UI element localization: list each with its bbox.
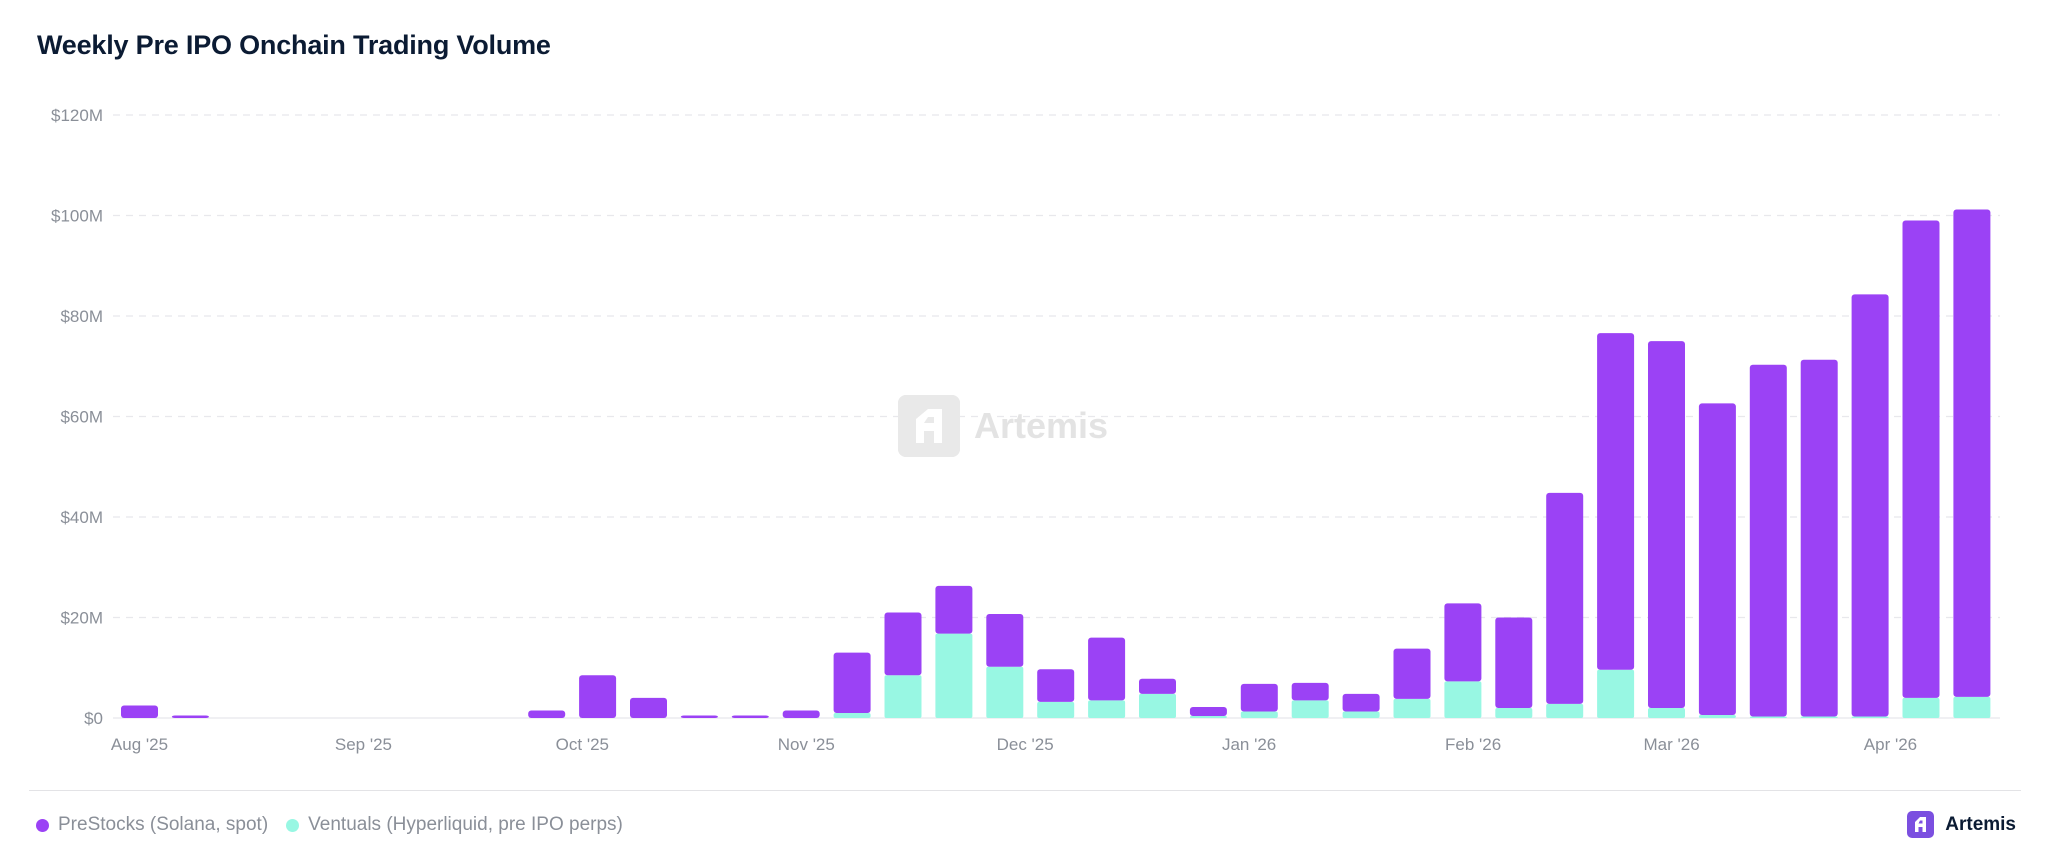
- bar-ventuals[interactable]: [1800, 716, 1838, 718]
- bar-ventuals[interactable]: [986, 666, 1024, 718]
- bar-prestocks[interactable]: [680, 715, 718, 718]
- bar-prestocks[interactable]: [579, 675, 617, 718]
- bar-prestocks[interactable]: [1851, 294, 1889, 717]
- bar-ventuals[interactable]: [833, 712, 871, 718]
- bar-prestocks[interactable]: [731, 715, 769, 718]
- bar-prestocks[interactable]: [1342, 693, 1380, 712]
- legend-dot-ventuals: [286, 818, 300, 832]
- bar-prestocks[interactable]: [1189, 706, 1227, 716]
- y-tick-label: $80M: [60, 307, 103, 326]
- artemis-logo-icon: [1907, 811, 1935, 838]
- x-tick-label: Dec '25: [997, 735, 1054, 754]
- bar-prestocks[interactable]: [1240, 683, 1278, 712]
- bar-prestocks[interactable]: [833, 652, 871, 713]
- bar-prestocks[interactable]: [1698, 403, 1736, 715]
- legend-divider: [29, 790, 2021, 791]
- bar-ventuals[interactable]: [1749, 716, 1787, 718]
- bars: [121, 209, 1991, 718]
- bar-prestocks[interactable]: [1597, 333, 1635, 670]
- legend-label: PreStocks (Solana, spot): [58, 814, 269, 835]
- chart: $0 $20M $40M $60M $80M $100M $120M Aug '25 Sep …: [51, 106, 2000, 754]
- bar-prestocks[interactable]: [1393, 648, 1431, 699]
- bar-prestocks[interactable]: [1902, 220, 1940, 698]
- bar-prestocks[interactable]: [1139, 678, 1176, 694]
- x-tick-label: Apr '26: [1864, 735, 1917, 754]
- bar-ventuals[interactable]: [1291, 700, 1329, 718]
- bar-ventuals[interactable]: [1495, 707, 1533, 718]
- bar-prestocks[interactable]: [935, 585, 973, 634]
- brand-text: Artemis: [1945, 813, 2016, 835]
- bar-ventuals[interactable]: [1240, 711, 1278, 718]
- y-tick-label: $120M: [51, 106, 103, 125]
- bar-prestocks[interactable]: [782, 710, 820, 718]
- bar-ventuals[interactable]: [1902, 697, 1940, 718]
- bar-ventuals[interactable]: [1851, 716, 1889, 718]
- bar-ventuals[interactable]: [1189, 715, 1227, 718]
- bar-prestocks[interactable]: [171, 715, 209, 718]
- bar-ventuals[interactable]: [884, 675, 922, 718]
- y-tick-label: $40M: [60, 508, 103, 527]
- chart-title: Weekly Pre IPO Onchain Trading Volume: [37, 30, 551, 60]
- x-axis-ticks: Aug '25 Sep '25 Oct '25 Nov '25 Dec '25 Jan '…: [111, 735, 1917, 754]
- bar-prestocks[interactable]: [121, 705, 158, 718]
- bar-prestocks[interactable]: [1546, 492, 1584, 704]
- bar-prestocks[interactable]: [1648, 341, 1685, 708]
- y-tick-label: $20M: [60, 609, 103, 628]
- x-tick-label: Aug '25: [111, 735, 168, 754]
- bar-ventuals[interactable]: [1953, 696, 1991, 718]
- bar-prestocks[interactable]: [630, 697, 667, 718]
- bar-prestocks[interactable]: [884, 612, 922, 676]
- legend-item-prestocks[interactable]: PreStocks (Solana, spot): [36, 814, 268, 836]
- brand[interactable]: Artemis: [1907, 811, 2016, 838]
- bar-prestocks[interactable]: [1749, 364, 1787, 717]
- bar-prestocks[interactable]: [1444, 603, 1482, 682]
- x-tick-label: Feb '26: [1445, 735, 1501, 754]
- x-tick-label: Nov '25: [778, 735, 835, 754]
- bar-ventuals[interactable]: [1037, 701, 1075, 718]
- bar-ventuals[interactable]: [1444, 681, 1482, 718]
- watermark-text: Artemis: [974, 405, 1109, 446]
- bar-ventuals[interactable]: [1342, 711, 1380, 718]
- x-tick-label: Sep '25: [335, 735, 392, 754]
- legend-label: Ventuals (Hyperliquid, pre IPO perps): [308, 814, 623, 835]
- x-tick-label: Jan '26: [1222, 735, 1276, 754]
- bar-ventuals[interactable]: [1698, 714, 1736, 718]
- y-tick-label: $100M: [51, 207, 103, 226]
- legend: PreStocks (Solana, spot) Ventuals (Hyper…: [36, 814, 641, 836]
- y-axis-ticks: $0 $20M $40M $60M $80M $100M $120M: [51, 106, 103, 728]
- bar-prestocks[interactable]: [1088, 637, 1126, 701]
- bar-prestocks[interactable]: [1953, 209, 1991, 697]
- bar-ventuals[interactable]: [1088, 700, 1126, 718]
- legend-dot-prestocks: [36, 818, 49, 832]
- bar-prestocks[interactable]: [1037, 669, 1075, 702]
- bar-ventuals[interactable]: [1546, 703, 1584, 718]
- bar-ventuals[interactable]: [1393, 698, 1431, 718]
- watermark: Artemis: [898, 395, 1108, 457]
- artemis-logo-icon: [898, 395, 960, 457]
- bar-prestocks[interactable]: [528, 710, 566, 718]
- bar-prestocks[interactable]: [1291, 682, 1329, 701]
- bar-ventuals[interactable]: [1139, 693, 1176, 718]
- bar-ventuals[interactable]: [1648, 707, 1685, 718]
- bar-prestocks[interactable]: [1800, 359, 1838, 717]
- bar-ventuals[interactable]: [1597, 669, 1635, 718]
- y-tick-label: $60M: [60, 408, 103, 427]
- x-tick-label: Oct '25: [556, 735, 609, 754]
- bar-prestocks[interactable]: [986, 613, 1024, 667]
- legend-item-ventuals[interactable]: Ventuals (Hyperliquid, pre IPO perps): [286, 814, 623, 836]
- x-tick-label: Mar '26: [1644, 735, 1700, 754]
- y-tick-label: $0: [84, 709, 103, 728]
- bar-ventuals[interactable]: [935, 633, 973, 718]
- bar-prestocks[interactable]: [1495, 617, 1533, 708]
